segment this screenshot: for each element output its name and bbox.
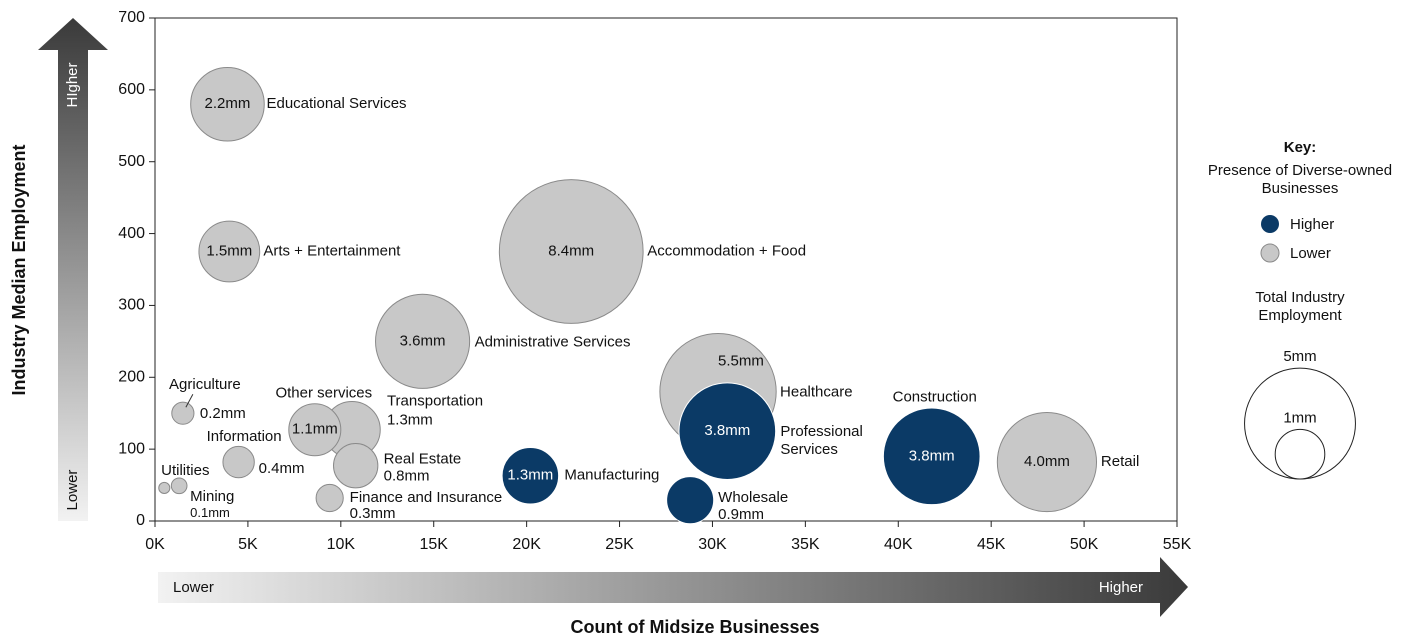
size-label: 2.2mm <box>205 95 251 112</box>
bubble-label: Wholesale <box>718 489 788 506</box>
plot-frame <box>154 17 1178 522</box>
x-tick-label: 55K <box>1163 536 1192 553</box>
size-label: 0.2mm <box>200 405 246 422</box>
y-arrow-low: Lower <box>64 470 81 511</box>
x-tick-label: 45K <box>977 536 1006 553</box>
bubble <box>198 220 261 283</box>
leader-line <box>185 393 194 408</box>
y-tick-label: 600 <box>118 81 145 98</box>
bubble <box>288 403 342 457</box>
size-label: 3.6mm <box>400 332 446 349</box>
bubble-label: Accommodation + Food <box>647 243 806 260</box>
bubble <box>666 476 715 525</box>
x-arrow-low: Lower <box>173 579 214 596</box>
bubble-label: Retail <box>1101 453 1139 470</box>
size-label: 0.3mm <box>350 505 396 522</box>
size-label: 0.4mm <box>259 460 305 477</box>
bubble <box>222 445 255 479</box>
size-label: 1.3mm <box>507 467 553 484</box>
bubble-label: Construction <box>893 388 977 405</box>
size-key-label: 5mm <box>1283 348 1316 365</box>
bubble <box>333 442 379 489</box>
legend-label: Lower <box>1290 245 1331 262</box>
x-tick-label: 30K <box>698 536 727 553</box>
x-tick-label: 0K <box>145 536 165 553</box>
size-label: 0.8mm <box>384 468 430 485</box>
y-tick-label: 700 <box>118 9 145 26</box>
x-tick-label: 20K <box>512 536 541 553</box>
bubble-label-box: Professional Services <box>780 423 863 459</box>
size-key-circle <box>1274 428 1326 480</box>
bubble-label: Mining <box>190 488 234 505</box>
bubble <box>996 411 1098 513</box>
size-key-label: 1mm <box>1283 409 1316 426</box>
size-label: 1.1mm <box>292 421 338 438</box>
bubble-label: Other services <box>275 385 372 402</box>
bubble-label: Arts + Entertainment <box>263 243 401 260</box>
bubble <box>678 382 777 481</box>
bubble-label: Transportation <box>387 393 483 410</box>
x-tick-label: 40K <box>884 536 913 553</box>
y-axis-title: Industry Median Employment <box>9 144 29 395</box>
y-tick-label: 0 <box>136 512 145 529</box>
y-arrow <box>38 18 108 521</box>
bubble-label: Information <box>207 428 282 445</box>
bubble <box>882 407 981 506</box>
size-label: 0.1mm <box>190 505 230 520</box>
x-tick-label: 5K <box>238 536 258 553</box>
bubble-label: Manufacturing <box>564 467 659 484</box>
bubble-label: Healthcare <box>780 384 853 401</box>
size-label: 4.0mm <box>1024 453 1070 470</box>
bubble-label: Educational Services <box>266 95 406 112</box>
size-label: 1.5mm <box>206 243 252 260</box>
y-tick-label: 500 <box>118 153 145 170</box>
x-axis-title: Count of Midsize Businesses <box>570 617 819 637</box>
bubble <box>375 293 471 389</box>
size-label: 1.3mm <box>387 412 433 429</box>
size-label: 3.8mm <box>704 422 750 439</box>
key-title: Key: <box>1284 139 1317 156</box>
x-arrow <box>158 557 1188 617</box>
legend-swatch <box>1261 215 1279 233</box>
y-arrow-high: HIgher <box>64 62 81 107</box>
bubble <box>158 481 171 494</box>
size-label: 3.8mm <box>909 447 955 464</box>
x-arrow-high: Higher <box>1099 579 1143 596</box>
bubble-label: Administrative Services <box>475 333 631 350</box>
x-tick-label: 25K <box>605 536 634 553</box>
y-tick-label: 100 <box>118 440 145 457</box>
bubble-label: Professional Services <box>780 423 863 459</box>
y-tick-label: 300 <box>118 297 145 314</box>
y-tick-label: 400 <box>118 225 145 242</box>
bubble <box>171 401 195 425</box>
x-tick-label: 50K <box>1070 536 1099 553</box>
x-tick-label: 35K <box>791 536 820 553</box>
size-key-title-box: Total Industry Employment <box>1255 289 1345 324</box>
bubble <box>190 66 265 142</box>
size-key-title: Total Industry Employment <box>1255 289 1345 324</box>
x-tick-label: 15K <box>419 536 448 553</box>
bubble <box>315 483 344 513</box>
bubble-label: Real Estate <box>384 451 462 468</box>
size-label: 0.9mm <box>718 506 764 523</box>
key-subtitle-box: Presence of Diverse-owned Businesses <box>1207 162 1393 197</box>
legend-label: Higher <box>1290 216 1334 233</box>
size-label: 8.4mm <box>548 243 594 260</box>
bubble-label: Agriculture <box>169 376 241 393</box>
size-label: 5.5mm <box>718 353 764 370</box>
key-subtitle: Presence of Diverse-owned Businesses <box>1207 162 1393 197</box>
legend-swatch <box>1260 243 1280 263</box>
y-tick-label: 200 <box>118 369 145 386</box>
x-tick-label: 10K <box>327 536 356 553</box>
bubble-label: Utilities <box>161 462 209 479</box>
bubble <box>498 179 644 324</box>
bubble <box>501 446 560 505</box>
bubble <box>170 477 188 495</box>
bubble-label: Finance and Insurance <box>350 489 503 506</box>
